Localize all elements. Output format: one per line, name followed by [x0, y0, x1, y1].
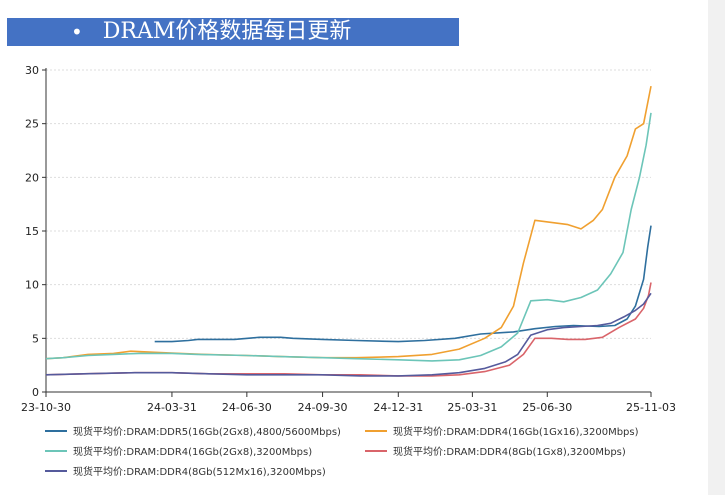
x-tick-label: 24-12-31: [373, 401, 423, 414]
legend-item-4: 现货平均价:DRAM:DDR4(8Gb(1Gx8),3200Mbps): [365, 443, 626, 458]
legend-item-3: 现货平均价:DRAM:DDR4(16Gb(2Gx8),3200Mbps): [45, 443, 312, 458]
legend-label: 现货平均价:DRAM:DDR4(16Gb(1Gx16),3200Mbps): [393, 427, 639, 438]
legend-swatch: [365, 449, 387, 452]
axes: [42, 68, 652, 397]
series-line-4: [45, 282, 652, 377]
tick-labels: 0 5 10 15 20 25 30 23-10-30 24-03-31 24-06-30 24-0…: [21, 64, 676, 414]
series-line-1: [154, 225, 652, 343]
legend-item-1: 现货平均价:DRAM:DDR5(16Gb(2Gx8),4800/5600Mbps…: [45, 423, 341, 438]
x-tick-label: 24-03-31: [147, 401, 197, 414]
series-line-2: [45, 85, 652, 360]
legend-swatch: [45, 429, 67, 432]
x-tick-label: 25-11-03: [626, 401, 676, 414]
legend-label: 现货平均价:DRAM:DDR4(8Gb(512Mx16),3200Mbps): [73, 467, 326, 478]
page-title: DRAM价格数据每日更新: [102, 19, 352, 44]
grid-lines: [46, 69, 651, 339]
legend-swatch: [365, 429, 387, 432]
y-tick-label: 15: [25, 225, 39, 238]
y-tick-label: 25: [25, 118, 39, 131]
series-line-5: [45, 292, 652, 377]
series-lines: [45, 85, 652, 377]
legend-item-5: 现货平均价:DRAM:DDR4(8Gb(512Mx16),3200Mbps): [45, 463, 326, 478]
x-tick-label: 25-06-30: [522, 401, 572, 414]
title-bullet: •: [71, 20, 83, 44]
line-chart: 0 5 10 15 20 25 30 23-10-30 24-03-31 24-06-30 24-0…: [21, 64, 676, 414]
legend-swatch: [45, 469, 67, 472]
y-tick-label: 5: [32, 332, 39, 345]
x-tick-label: 24-06-30: [222, 401, 272, 414]
legend-label: 现货平均价:DRAM:DDR5(16Gb(2Gx8),4800/5600Mbps…: [73, 427, 341, 438]
y-tick-label: 10: [25, 279, 39, 292]
y-tick-label: 30: [25, 64, 39, 77]
legend-swatch: [45, 449, 67, 452]
legend-item-2: 现货平均价:DRAM:DDR4(16Gb(1Gx16),3200Mbps): [365, 423, 639, 438]
x-tick-label: 23-10-30: [21, 401, 71, 414]
legend-label: 现货平均价:DRAM:DDR4(8Gb(1Gx8),3200Mbps): [393, 447, 626, 458]
y-tick-label: 0: [32, 386, 39, 399]
right-edge-strip: [708, 0, 725, 495]
x-tick-label: 24-09-30: [298, 401, 348, 414]
title-banner: • DRAM价格数据每日更新: [7, 18, 459, 46]
legend-label: 现货平均价:DRAM:DDR4(16Gb(2Gx8),3200Mbps): [73, 447, 313, 458]
y-tick-label: 20: [25, 171, 39, 184]
series-line-3: [45, 112, 652, 362]
x-tick-label: 25-03-31: [447, 401, 497, 414]
